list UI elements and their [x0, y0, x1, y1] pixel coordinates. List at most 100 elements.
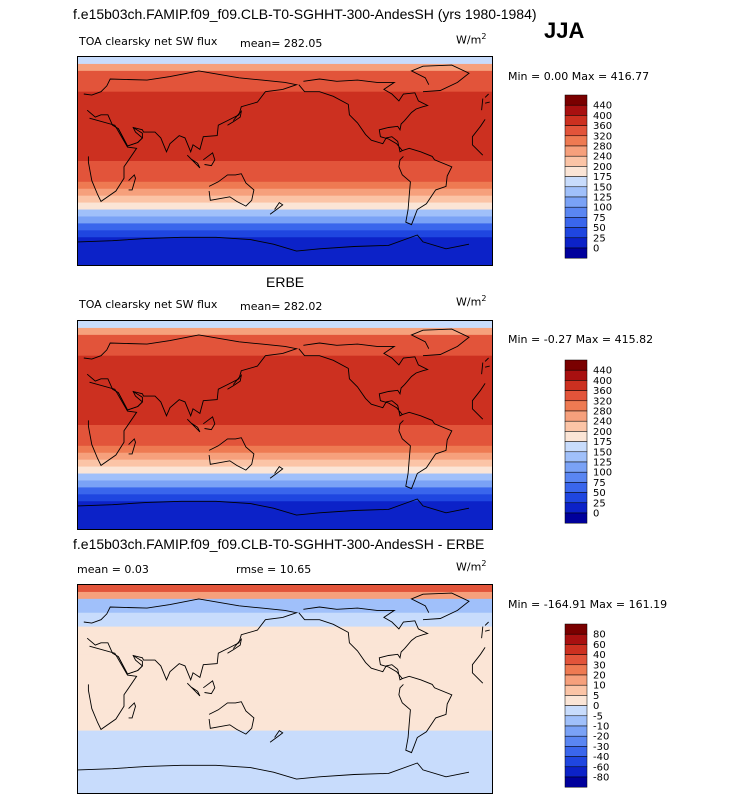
colorbar-tick-label: 440: [593, 101, 612, 112]
panel1-minmax: Min = 0.00 Max = 416.77: [508, 70, 650, 83]
colorbar-tick-label: 50: [593, 223, 606, 234]
map-zonal-band: [78, 230, 492, 238]
map-zonal-band: [78, 585, 492, 593]
colorbar-tick-label: -40: [593, 752, 609, 763]
colorbar-box: [564, 237, 588, 249]
map-zonal-band: [78, 438, 492, 447]
colorbar-box: [564, 746, 588, 757]
coastline: [128, 438, 136, 455]
coastline: [117, 127, 143, 147]
map-zonal-band: [78, 459, 492, 468]
map-zonal-band: [78, 223, 492, 231]
colorbar-tick-label: 0: [593, 244, 599, 255]
colorbar-tick-label: 320: [593, 396, 612, 407]
colorbar-tick-label: 125: [593, 458, 612, 469]
colorbar-box: [564, 431, 588, 442]
map-zonal-band: [78, 334, 492, 343]
map-zonal-band: [78, 598, 492, 607]
colorbar-box: [564, 482, 588, 493]
map-zonal-band: [78, 619, 492, 628]
colorbar-box: [564, 359, 588, 371]
panel1-units: W/m2: [456, 32, 487, 47]
colorbar-tick-label: 25: [593, 498, 606, 509]
colorbar-tick-label: 75: [593, 478, 606, 489]
map-zonal-band: [78, 751, 492, 759]
map-zonal-band: [78, 716, 492, 725]
coastline: [78, 234, 470, 252]
colorbar-box: [564, 410, 588, 422]
map-zonal-band: [78, 418, 492, 426]
coastline: [78, 762, 470, 780]
map-zonal-band: [78, 91, 492, 100]
colorbar-box: [564, 247, 588, 259]
panel3-minmax: Min = -164.91 Max = 161.19: [508, 598, 668, 611]
map-zonal-band: [78, 195, 492, 204]
panel2-variable: TOA clearsky net SW flux: [79, 298, 218, 311]
coastline: [227, 637, 243, 654]
coastline: [298, 342, 429, 417]
colorbar-box: [564, 756, 588, 768]
map-zonal-band: [78, 341, 492, 350]
panel3-rmse: rmse = 10.65: [236, 563, 312, 576]
map-zonal-band: [78, 362, 492, 371]
coastline: [269, 201, 284, 215]
panel1-variable: TOA clearsky net SW flux: [79, 35, 218, 48]
coastline: [186, 418, 201, 433]
colorbar-box: [564, 623, 588, 635]
map-zonal-band: [78, 466, 492, 475]
map-zonal-band: [78, 390, 492, 398]
map-zonal-band: [78, 174, 492, 183]
coastline: [227, 373, 243, 390]
colorbar-box: [564, 420, 588, 432]
colorbar-box: [564, 206, 588, 218]
map-zonal-band: [78, 473, 492, 482]
coastline: [117, 391, 143, 411]
colorbar-box: [564, 674, 588, 686]
coastline: [298, 606, 429, 681]
panel3-mean: mean = 0.03: [77, 563, 149, 576]
coastlines: [78, 328, 490, 516]
map-zonal-band: [78, 779, 492, 787]
map-zonal-band: [78, 682, 492, 690]
colorbar-tick-label: 150: [593, 182, 612, 193]
colorbar-box: [564, 461, 588, 473]
map-zonal-band: [78, 425, 492, 433]
coastline: [128, 174, 136, 191]
colorbar-box: [564, 94, 588, 106]
colorbar-tick-label: 400: [593, 376, 612, 387]
colorbar-box: [564, 104, 588, 116]
map-zonal-band: [78, 63, 492, 72]
map-zonal-band: [78, 647, 492, 655]
map-zonal-band: [78, 251, 492, 259]
colorbar-tick-label: 60: [593, 640, 606, 651]
map-zonal-band: [78, 668, 492, 676]
colorbar-tick-label: 200: [593, 427, 612, 438]
colorbar-box: [564, 227, 588, 239]
coastline: [398, 147, 453, 226]
map-zonal-band: [78, 105, 492, 114]
map-zonal-band: [78, 202, 492, 211]
colorbar-box: [564, 654, 588, 666]
panel1-map: [77, 56, 493, 266]
coastline: [484, 93, 490, 104]
colorbar-box: [564, 390, 588, 402]
map-zonal-band: [78, 181, 492, 190]
colorbar-box: [564, 125, 588, 137]
colorbar-tick-label: 125: [593, 193, 612, 204]
colorbar-box: [564, 776, 588, 788]
colorbar-box: [564, 705, 588, 717]
map-zonal-band: [78, 480, 492, 488]
colorbar-tick-label: 240: [593, 152, 612, 163]
colorbar-tick-label: -5: [593, 711, 603, 722]
map-zonal-band: [78, 515, 492, 523]
panel3-caption: f.e15b03ch.FAMIP.f09_f09.CLB-T0-SGHHT-30…: [73, 536, 485, 552]
coastlines: [78, 592, 490, 780]
colorbar-box: [564, 369, 588, 381]
map-zonal-band: [78, 133, 492, 141]
map-zonal-band: [78, 119, 492, 127]
map-zonal-band: [78, 654, 492, 662]
colorbar-box: [564, 695, 588, 706]
map-zonal-band: [78, 404, 492, 412]
map-zonal-band: [78, 411, 492, 419]
coastline: [208, 437, 255, 471]
